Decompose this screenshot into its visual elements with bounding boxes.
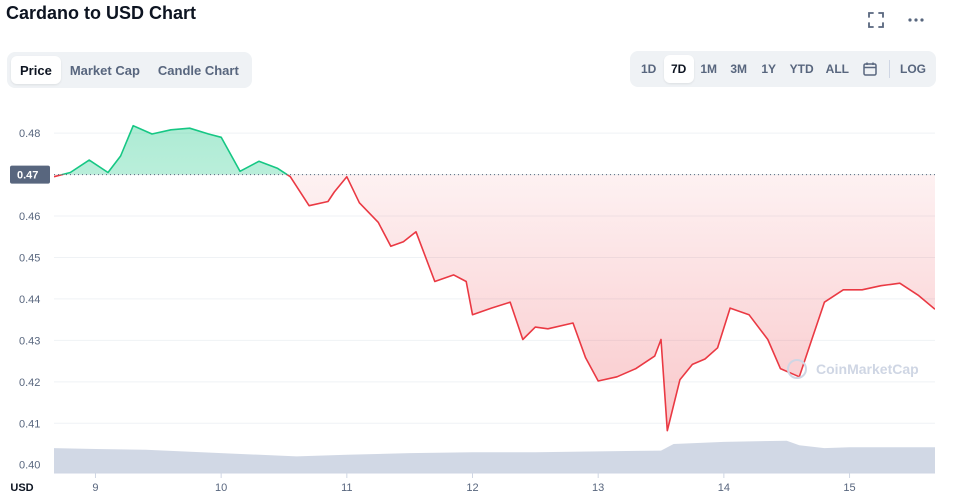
tab-market-cap[interactable]: Market Cap [69,62,140,78]
x-tick-label: 13 [592,482,604,494]
y-tick-label: 0.44 [19,294,40,306]
price-line-down [54,174,935,432]
volume-area [54,440,935,473]
time-range-selector: 1D 7D 1M 3M 1Y YTD ALL LOG [629,51,936,87]
y-tick-label: 0.46 [19,211,40,223]
y-tick-label: 0.41 [19,418,40,430]
x-tick-label: 15 [843,482,855,494]
currency-label: USD [10,482,33,494]
reference-price-label: 0.47 [17,170,38,182]
x-tick-label: 10 [215,482,227,494]
range-1d[interactable]: 1D [641,62,657,76]
range-all[interactable]: ALL [825,62,849,76]
range-1y[interactable]: 1Y [761,62,777,76]
x-tick-label: 12 [466,482,478,494]
calendar-icon[interactable] [855,55,885,83]
y-tick-label: 0.42 [19,377,40,389]
tab-candle-chart[interactable]: Candle Chart [157,62,239,78]
x-tick-label: 14 [718,482,730,494]
y-tick-label: 0.45 [19,252,40,264]
reference-badge [10,165,50,184]
x-tick-label: 11 [341,482,352,494]
y-tick-label: 0.48 [19,128,40,140]
log-toggle[interactable]: LOG [900,62,926,76]
chart-type-tabs: Price Market Cap Candle Chart [7,52,252,88]
price-fill-up [62,125,288,175]
x-tick-label: 9 [92,482,98,494]
range-divider [889,60,890,78]
tab-price[interactable]: Price [11,56,61,84]
y-tick-label: 0.40 [19,460,40,472]
range-7d[interactable]: 7D [663,55,694,83]
price-line-up [58,124,289,175]
range-ytd[interactable]: YTD [789,62,814,76]
y-tick-label: 0.43 [19,335,40,347]
page-title: Cardano to USD Chart [6,3,197,23]
range-3m[interactable]: 3M [730,62,747,76]
fullscreen-icon[interactable] [864,8,888,32]
range-1m[interactable]: 1M [700,62,717,76]
more-icon[interactable] [904,8,928,32]
watermark-text: CoinMarketCap [816,361,919,377]
price-fill-down [54,174,935,431]
coinmarketcap-logo-icon [787,359,807,379]
